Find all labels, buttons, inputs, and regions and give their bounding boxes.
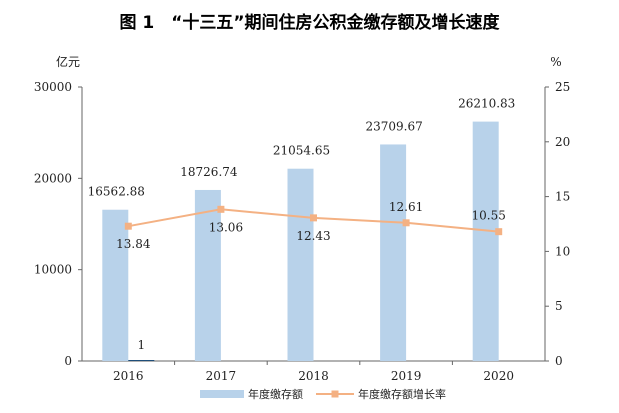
legend-bar-label: 年度缴存额	[248, 387, 303, 401]
bar	[287, 168, 314, 361]
x-tick-label: 2020	[483, 369, 514, 383]
bar-data-label: 26210.83	[458, 97, 515, 111]
bar	[102, 209, 129, 361]
right-tick-label: 10	[555, 244, 570, 258]
bar-data-label: 18726.74	[180, 165, 238, 179]
line-data-label: 13.84	[116, 237, 151, 251]
line-marker	[310, 214, 317, 222]
left-tick-label: 20000	[34, 171, 72, 185]
left-tick-label: 0	[64, 354, 72, 368]
left-tick-label: 30000	[34, 80, 72, 94]
right-tick-label: 5	[555, 299, 563, 313]
line-data-label: 12.43	[296, 229, 330, 243]
legend-line-label: 年度缴存额增长率	[358, 387, 446, 401]
bar	[380, 144, 407, 361]
x-tick-label: 2018	[298, 369, 329, 383]
small-bar	[128, 360, 155, 361]
x-tick-label: 2019	[391, 369, 422, 383]
right-tick-label: 25	[555, 80, 570, 94]
legend-line-marker	[331, 390, 339, 398]
x-tick-label: 2016	[113, 369, 144, 383]
chart-title: 图 1 “十三五”期间住房公积金缴存额及增长速度	[119, 13, 500, 33]
line-data-label: 12.61	[389, 200, 423, 214]
right-tick-label: 0	[555, 354, 563, 368]
line-marker	[495, 228, 503, 236]
line-marker	[402, 219, 410, 227]
bar-data-label: 16562.88	[88, 185, 145, 199]
right-tick-label: 15	[555, 190, 570, 204]
bar-data-label: 23709.67	[365, 119, 422, 133]
left-axis-label: 亿元	[56, 54, 80, 69]
right-tick-label: 20	[555, 135, 570, 149]
bar-data-label: 21054.65	[273, 144, 330, 158]
bar	[472, 121, 499, 361]
small-bar-label: 1	[137, 338, 145, 352]
right-axis-label: %	[550, 55, 561, 69]
bar	[194, 189, 221, 361]
line-marker	[217, 205, 225, 213]
line-data-label: 13.06	[209, 220, 243, 234]
x-tick-label: 2017	[206, 369, 237, 383]
legend-bar-swatch	[200, 390, 244, 398]
line-data-label: 10.55	[472, 209, 506, 223]
line-marker	[124, 222, 132, 230]
left-tick-label: 10000	[34, 263, 72, 277]
